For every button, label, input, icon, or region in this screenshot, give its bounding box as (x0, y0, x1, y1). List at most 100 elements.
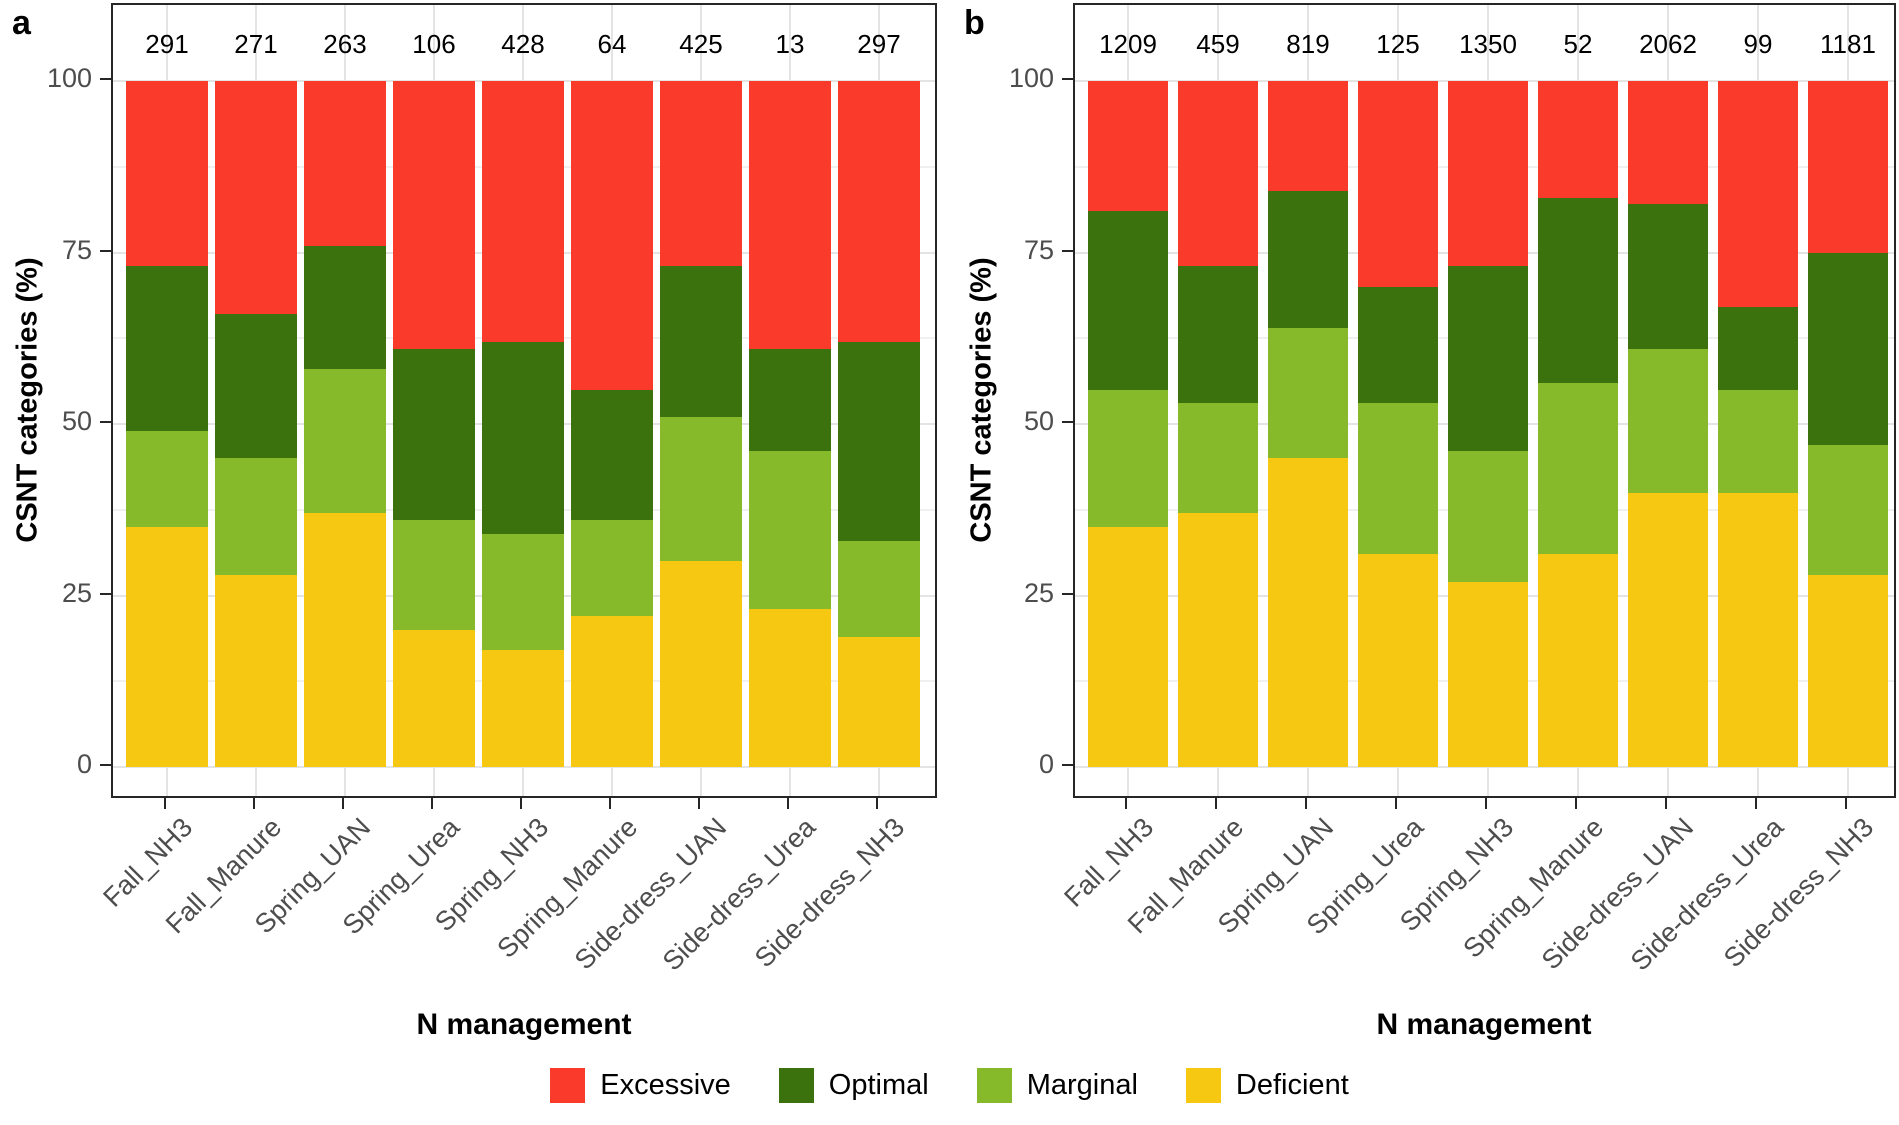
bar-segment-deficient (1808, 574, 1888, 767)
stacked-bar-Spring_Manure (1538, 81, 1618, 767)
bar-segment-excessive (1178, 81, 1258, 267)
legend-label: Excessive (600, 1069, 731, 1101)
legend-key-swatch (976, 1068, 1012, 1103)
bar-segment-optimal (1268, 190, 1348, 328)
y-tick-label: 75 (61, 234, 92, 265)
bar-segment-marginal (126, 430, 208, 527)
stacked-bar-Spring_Urea (393, 81, 475, 767)
stacked-bar-Side-dress_Urea (749, 81, 831, 767)
stacked-bar-Spring_Urea (1358, 81, 1438, 767)
bar-segment-marginal (660, 417, 742, 562)
y-tick (100, 249, 111, 252)
bar-segment-excessive (215, 81, 297, 315)
y-tick (1062, 249, 1073, 252)
bar-segment-marginal (304, 369, 386, 514)
bar-segment-optimal (1088, 211, 1168, 390)
bar-segment-marginal (571, 520, 653, 617)
bar-segment-marginal (1268, 327, 1348, 459)
bar-segment-deficient (1448, 581, 1528, 767)
x-tick (876, 798, 878, 809)
legend-key-swatch (778, 1068, 814, 1103)
x-tick (609, 798, 611, 809)
y-tick-label: 50 (61, 406, 92, 436)
stacked-bar-Spring_UAN (1268, 81, 1348, 767)
bar-segment-excessive (1538, 81, 1618, 198)
bar-segment-optimal (1718, 307, 1798, 390)
x-tick (520, 798, 522, 809)
legend: Excessive Optimal Marginal Deficient (0, 1068, 1899, 1103)
bar-segment-optimal (1628, 204, 1708, 349)
bar-count: 1209 (1099, 29, 1157, 59)
bar-segment-optimal (1808, 252, 1888, 445)
y-tick (1062, 78, 1073, 80)
stacked-bar-Spring_NH3 (482, 81, 564, 767)
bar-segment-optimal (482, 341, 564, 534)
stacked-bar-Fall_NH3 (126, 81, 208, 767)
y-tick-label: 0 (1038, 749, 1054, 779)
bar-segment-deficient (1538, 554, 1618, 767)
bar-segment-optimal (1178, 266, 1258, 404)
bar-count: 99 (1743, 29, 1773, 59)
x-tick (342, 798, 344, 809)
x-tick (1845, 798, 1847, 809)
bar-segment-optimal (1358, 286, 1438, 404)
bar-segment-deficient (1088, 526, 1168, 767)
x-tick (1575, 798, 1577, 809)
bar-segment-deficient (1358, 554, 1438, 767)
stacked-bar-Spring_UAN (304, 81, 386, 767)
y-tick-label: 75 (1023, 234, 1054, 265)
legend-item-excessive: Excessive (550, 1068, 731, 1103)
x-tick (1395, 798, 1397, 809)
bar-segment-marginal (749, 451, 831, 610)
x-tick (698, 798, 700, 809)
x-tick-label: Side-dress_UAN (568, 812, 733, 976)
stacked-bar-Spring_Manure (571, 81, 653, 767)
panel-b-letter: b (964, 4, 985, 42)
x-tick (787, 798, 789, 809)
bar-segment-marginal (838, 540, 920, 637)
bar-segment-deficient (215, 574, 297, 767)
x-tick (253, 798, 255, 809)
bar-count: 1181 (1820, 29, 1876, 59)
bar-segment-marginal (1808, 444, 1888, 575)
bar-count: 64 (597, 29, 627, 59)
bar-segment-excessive (126, 81, 208, 267)
bar-segment-optimal (126, 266, 208, 431)
bar-segment-deficient (838, 636, 920, 767)
bar-count: 1350 (1459, 29, 1517, 59)
bar-segment-marginal (482, 533, 564, 651)
bar-segment-excessive (1628, 81, 1708, 205)
x-tick-label: Side-dress_UAN (1535, 812, 1700, 976)
bar-segment-deficient (749, 609, 831, 767)
bar-segment-excessive (482, 81, 564, 342)
bar-segment-optimal (1538, 197, 1618, 383)
bar-segment-marginal (1718, 389, 1798, 493)
bar-segment-excessive (1268, 81, 1348, 191)
bar-count: 106 (412, 29, 456, 59)
legend-label: Marginal (1026, 1069, 1138, 1101)
bar-segment-deficient (304, 513, 386, 767)
y-tick-label: 25 (1023, 577, 1054, 608)
y-tick (1062, 592, 1073, 595)
plot-area-b: 1209 459 819 125 1350 52 2062 99 1181 (1073, 3, 1896, 798)
bar-segment-excessive (571, 81, 653, 390)
stacked-bar-Side-dress_UAN (1628, 81, 1708, 767)
bar-segment-optimal (571, 389, 653, 521)
stacked-bar-Fall_Manure (215, 81, 297, 767)
bar-segment-deficient (1268, 458, 1348, 767)
legend-label: Optimal (828, 1069, 929, 1101)
y-tick (100, 764, 111, 766)
bar-segment-marginal (1448, 451, 1528, 582)
bar-segment-excessive (660, 81, 742, 267)
bar-segment-optimal (1448, 266, 1528, 452)
y-tick (100, 78, 111, 80)
y-tick-label: 0 (76, 749, 92, 779)
bar-count: 425 (679, 29, 723, 59)
y-axis-title-b: CSNT categories (%) (965, 257, 998, 543)
stacked-bar-Side-dress_UAN (660, 81, 742, 767)
bar-segment-optimal (749, 348, 831, 452)
bar-segment-excessive (1808, 81, 1888, 253)
bar-segment-marginal (1178, 403, 1258, 514)
bar-segment-excessive (1358, 81, 1438, 287)
y-tick-label: 100 (46, 63, 92, 93)
